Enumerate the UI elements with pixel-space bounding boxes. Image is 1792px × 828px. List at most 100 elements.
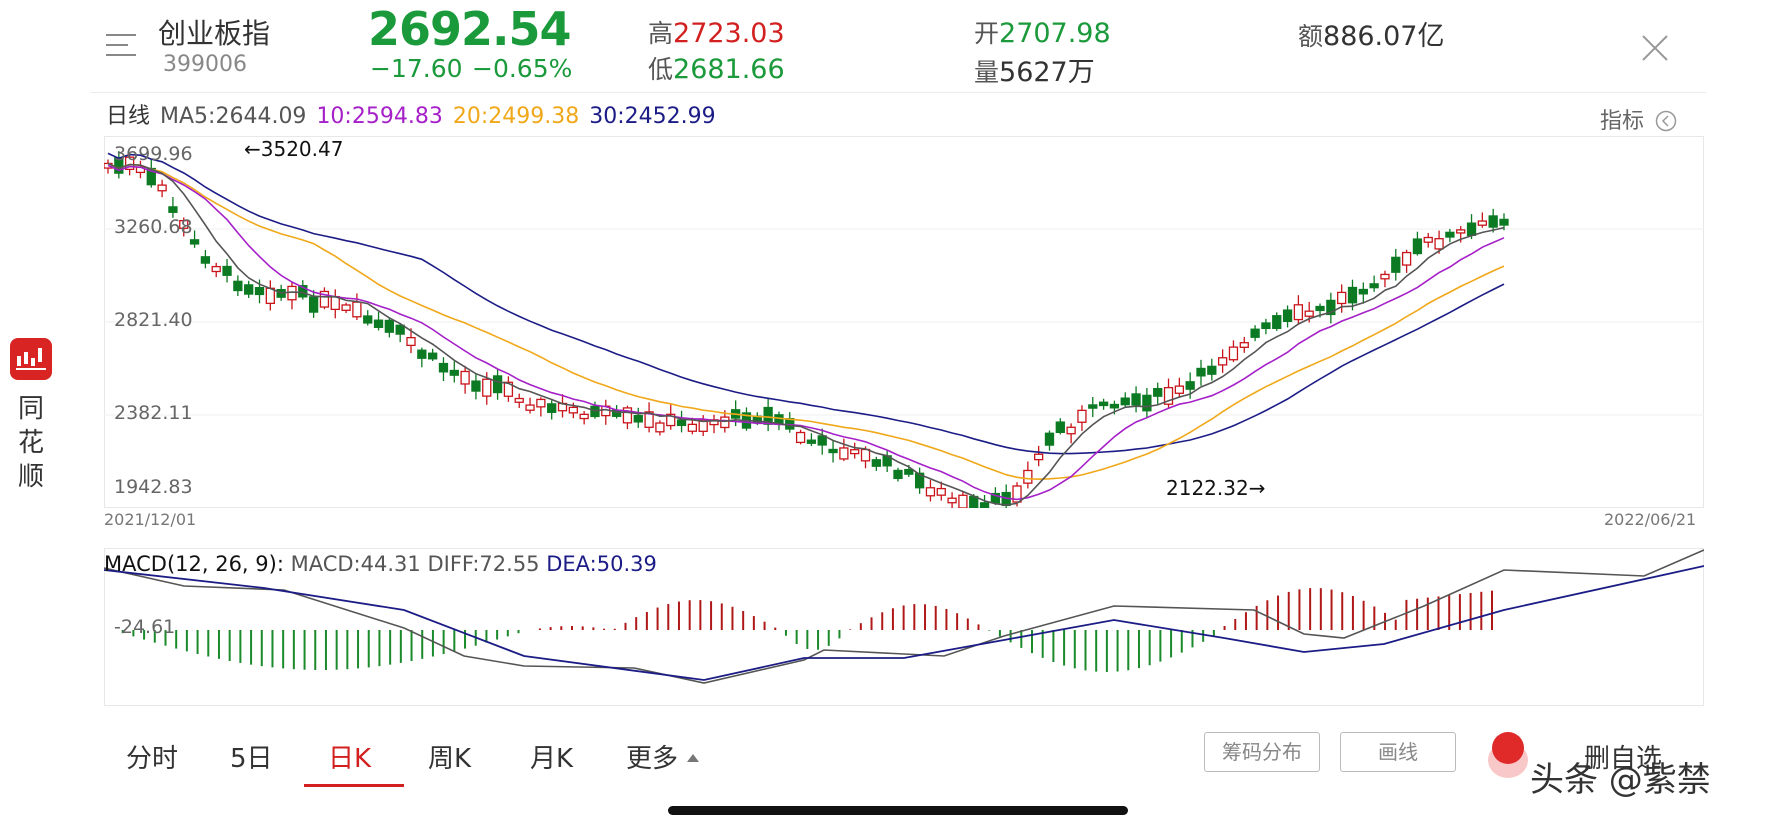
- tab-5day[interactable]: 5日: [230, 744, 273, 774]
- candle-body: [1066, 426, 1076, 435]
- candle-body: [254, 287, 265, 296]
- candle-body: [1077, 409, 1087, 423]
- amount-stat: 额886.07亿: [1298, 14, 1445, 53]
- candle-body: [914, 472, 925, 489]
- candle-body: [1369, 283, 1379, 289]
- macd-chart[interactable]: [104, 548, 1704, 706]
- candle-body: [666, 413, 676, 427]
- candle-body: [1153, 387, 1163, 397]
- candle-body: [817, 435, 827, 446]
- low-stat: 低2681.66: [648, 50, 785, 86]
- candle-body: [936, 487, 946, 496]
- low-label: 低: [648, 55, 674, 84]
- tab-intraday[interactable]: 分时: [126, 744, 179, 774]
- candle-body: [676, 419, 687, 427]
- open-label: 开: [974, 19, 1000, 48]
- candle-body: [1282, 309, 1293, 322]
- candle-body: [417, 349, 427, 359]
- candle-body: [979, 502, 990, 508]
- candle-body: [395, 324, 405, 335]
- candle-body: [189, 239, 200, 245]
- chip-distribution-button[interactable]: 筹码分布: [1204, 732, 1320, 772]
- candle-body: [1185, 381, 1195, 390]
- candle-body: [536, 398, 546, 408]
- volume-stat: 量5627万: [974, 50, 1095, 89]
- volume-value: 5627万: [999, 57, 1095, 88]
- amount-label: 额: [1298, 22, 1324, 51]
- menu-icon[interactable]: [106, 32, 142, 62]
- candle-body: [1456, 229, 1466, 234]
- candle-body: [200, 256, 211, 264]
- header-divider: [90, 92, 1706, 93]
- candle-body: [525, 404, 535, 411]
- macd-chart-frame: [104, 548, 1704, 706]
- candle-body: [428, 352, 438, 360]
- candle-body: [373, 319, 384, 328]
- candle-body: [363, 315, 373, 324]
- y-tick-3: 2821.40: [114, 309, 193, 331]
- tab-monthly-k[interactable]: 月K: [530, 744, 574, 774]
- draw-line-button[interactable]: 画线: [1340, 732, 1456, 772]
- candle-body: [644, 411, 654, 428]
- candle-body: [1174, 385, 1184, 394]
- candle-body: [168, 206, 178, 213]
- candle-body: [828, 448, 838, 454]
- candle-body: [157, 184, 167, 192]
- candle-body: [1120, 397, 1130, 406]
- candle-body: [1304, 310, 1314, 317]
- index-name: 创业板指: [158, 17, 271, 50]
- ma-legend: 日线 MA5:2644.09 10:2594.83 20:2499.38 30:2452…: [106, 98, 726, 130]
- candle-body: [1044, 432, 1055, 446]
- start-date: 2021/12/01: [104, 510, 197, 529]
- candle-body: [1488, 215, 1498, 228]
- candle-body: [990, 492, 1001, 504]
- favorite-dot-icon[interactable]: [1492, 732, 1524, 764]
- home-indicator[interactable]: [668, 806, 1128, 815]
- chart-logo-icon[interactable]: [10, 338, 52, 380]
- candle-body: [579, 413, 589, 420]
- index-code: 399006: [163, 52, 247, 77]
- candle-body: [568, 406, 578, 414]
- kline-chart[interactable]: [104, 136, 1704, 508]
- candle-body: [1477, 220, 1488, 226]
- diff-line: [104, 549, 1704, 684]
- dea-line: [104, 565, 1704, 681]
- candle-body: [1466, 222, 1477, 237]
- candle-body: [319, 290, 330, 308]
- candle-body: [547, 403, 557, 413]
- macd-value: MACD:44.31: [290, 552, 421, 576]
- candle-body: [471, 380, 481, 392]
- y-tick-5: 1942.83: [114, 476, 193, 498]
- candle-body: [1380, 273, 1390, 280]
- close-icon[interactable]: [1640, 33, 1670, 63]
- low-value: 2681.66: [673, 54, 785, 85]
- candle-body: [655, 422, 665, 433]
- indicator-button[interactable]: 指标: [1600, 103, 1677, 135]
- candle-body: [1499, 218, 1509, 226]
- diff-value: DIFF:72.55: [427, 552, 540, 576]
- candle-body: [449, 369, 459, 376]
- tab-more[interactable]: 更多: [626, 738, 700, 775]
- candle-body: [795, 431, 806, 444]
- price-change-percent: −0.65%: [472, 54, 573, 83]
- macd-legend: MACD(12, 26, 9): MACD:44.31 DIFF:72.55 D…: [104, 552, 657, 576]
- end-date: 2022/06/21: [1604, 510, 1697, 529]
- candle-body: [871, 459, 881, 467]
- candle-body: [947, 497, 957, 504]
- tab-weekly-k[interactable]: 周K: [428, 744, 472, 774]
- candle-body: [958, 494, 968, 508]
- dea-value: DEA:50.39: [546, 552, 657, 576]
- candle-body: [1034, 453, 1044, 461]
- ma20-value: 20:2499.38: [452, 104, 580, 129]
- candle-body: [1012, 485, 1022, 503]
- candle-body: [1391, 256, 1401, 273]
- tab-daily-k[interactable]: 日K: [328, 744, 372, 774]
- candle-body: [179, 219, 189, 229]
- candle-body: [1326, 299, 1336, 316]
- candle-body: [406, 337, 416, 347]
- candle-body: [1207, 365, 1217, 375]
- candle-body: [1250, 328, 1260, 338]
- candle-body: [341, 304, 351, 311]
- candle-body: [244, 284, 254, 295]
- remove-favorite-button[interactable]: 删自选: [1584, 744, 1663, 774]
